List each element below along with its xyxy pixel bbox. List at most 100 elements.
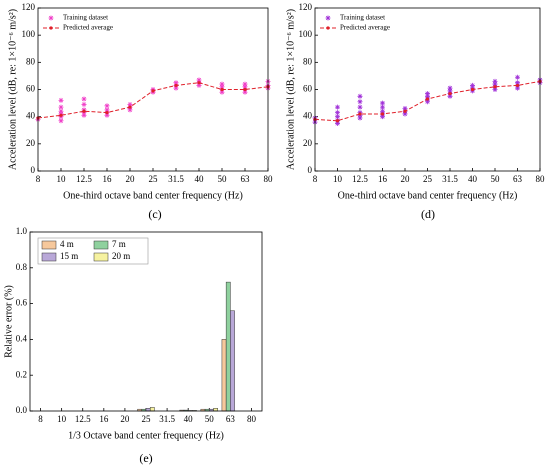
- x-tick-label: 50: [218, 174, 228, 184]
- chart-panel: 0 20 40 60 80 100 120 8 10 12.5 16 20 25 31.5 40 50 63 80…: [7, 2, 273, 221]
- x-axis-label: One-third octave band center frequency (…: [338, 190, 518, 201]
- bar: [225, 281, 231, 412]
- legend-swatch: [41, 252, 57, 262]
- y-tick-label: 0.6: [16, 298, 28, 308]
- training-point: [58, 104, 64, 110]
- x-tick-label: 20: [126, 174, 136, 184]
- predicted-point: [128, 105, 132, 109]
- training-point: [335, 120, 340, 126]
- y-axis-label: Acceleration level (dB, re: 1×10⁻⁶ m/s²): [285, 9, 296, 170]
- bar: [145, 408, 151, 412]
- x-tick-label: 40: [195, 174, 205, 184]
- x-tick-label: 20: [120, 414, 130, 424]
- training-point: [81, 101, 87, 107]
- predicted-point: [358, 112, 362, 116]
- training-point: [335, 110, 340, 116]
- training-point: [58, 97, 64, 103]
- predicted-point: [220, 87, 224, 92]
- plot-frame: [29, 231, 263, 412]
- predicted-point: [174, 83, 178, 88]
- training-point: [492, 81, 498, 87]
- y-tick-label: 120: [22, 2, 36, 12]
- predicted-point: [151, 89, 155, 93]
- x-tick-label: 8: [313, 174, 318, 184]
- training-point: [242, 84, 248, 90]
- x-axis-label: 1/3 Octave band center frequency (Hz): [68, 430, 224, 441]
- predicted-point: [105, 110, 109, 115]
- y-tick-label: 80: [303, 56, 313, 66]
- y-tick-label: 0: [308, 165, 313, 175]
- x-tick-label: 12.5: [76, 174, 92, 184]
- training-point: [104, 103, 110, 109]
- y-axis-label: Relative error (%): [3, 285, 14, 358]
- x-tick-label: 50: [205, 414, 215, 424]
- training-point: [447, 88, 453, 94]
- predicted-point: [59, 113, 63, 117]
- training-point: [425, 91, 430, 97]
- training-point: [425, 93, 430, 99]
- x-tick-label: 8: [38, 414, 43, 424]
- x-tick-label: 25: [423, 174, 433, 184]
- y-tick-label: 60: [26, 84, 36, 94]
- bar: [230, 310, 235, 412]
- chart-panel: 0.0 0.2 0.4 0.6 0.8 1.0 8 10 12.5 16 20 25 31.5 40 50 6…: [3, 226, 263, 465]
- x-tick-label: 63: [241, 174, 251, 184]
- legend-label: Predicted average: [63, 24, 113, 32]
- subplot-label: (e): [139, 451, 152, 465]
- y-tick-label: 0.2: [16, 369, 27, 379]
- predicted-point: [515, 83, 520, 88]
- training-point: [219, 89, 225, 95]
- x-tick-label: 63: [513, 174, 523, 184]
- x-tick-label: 20: [401, 174, 411, 184]
- x-tick-label: 12.5: [75, 414, 91, 424]
- training-point: [357, 99, 363, 105]
- legend-label: Training dataset: [340, 14, 385, 22]
- x-axis-label: One-third octave band center frequency (…: [63, 190, 243, 201]
- training-point: [127, 107, 133, 113]
- x-tick-label: 80: [247, 414, 257, 424]
- training-point: [357, 104, 363, 110]
- y-tick-label: 0.0: [16, 405, 28, 415]
- x-tick-label: 25: [142, 414, 152, 424]
- x-tick-label: 31.5: [159, 414, 175, 424]
- predicted-point: [448, 91, 452, 96]
- predicted-point: [470, 87, 475, 92]
- training-point: [335, 104, 340, 110]
- y-tick-label: 100: [22, 29, 36, 39]
- y-tick-label: 40: [26, 111, 36, 121]
- training-point: [81, 96, 87, 102]
- training-point: [515, 74, 520, 80]
- legend-marker: [49, 26, 53, 30]
- legend-label: 7 m: [112, 239, 126, 249]
- training-point: [219, 81, 225, 87]
- predicted-point: [425, 97, 430, 101]
- legend-swatch: [93, 240, 109, 250]
- x-tick-label: 80: [536, 174, 546, 184]
- legend-marker: [326, 26, 330, 30]
- subplot-label: (d): [421, 207, 435, 221]
- y-tick-label: 120: [299, 2, 313, 12]
- plot-frame: [314, 7, 541, 172]
- training-point: [335, 114, 340, 120]
- y-axis-label: Acceleration level (dB, re: 1×10⁻⁶ m/s²): [7, 9, 18, 170]
- bar: [221, 339, 227, 412]
- y-tick-label: 1.0: [16, 226, 28, 236]
- legend-marker: [325, 15, 331, 21]
- training-point: [127, 101, 133, 107]
- training-point: [447, 85, 453, 91]
- predicted-point: [82, 109, 86, 113]
- predicted-point: [403, 109, 407, 113]
- legend-label: 4 m: [60, 239, 74, 249]
- training-point: [357, 115, 363, 121]
- subplot-label: (c): [148, 207, 161, 221]
- y-tick-label: 40: [303, 111, 313, 121]
- chart-panel: 0 20 40 60 80 100 120 8 10 12.5 16 20 25 31.5 40 50 63 80…: [285, 2, 545, 221]
- training-point: [104, 112, 110, 118]
- training-point: [357, 93, 363, 99]
- legend-label: Training dataset: [63, 14, 108, 22]
- training-point: [196, 77, 202, 83]
- training-point: [402, 106, 408, 112]
- legend-label: Predicted average: [340, 24, 390, 32]
- training-point: [196, 82, 202, 88]
